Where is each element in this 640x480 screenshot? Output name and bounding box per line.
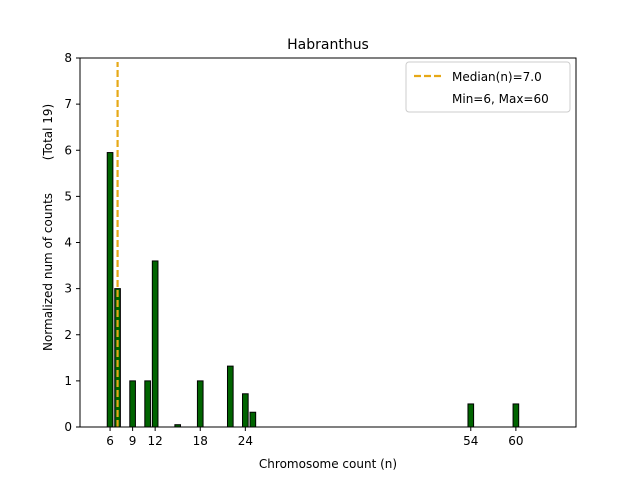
x-tick-label: 6 xyxy=(106,434,114,448)
x-tick-label: 60 xyxy=(508,434,523,448)
bar-n-11 xyxy=(144,380,151,428)
x-tick-label: 54 xyxy=(463,434,478,448)
bar-n-22 xyxy=(226,365,234,428)
y-tick-label: 8 xyxy=(64,51,72,65)
x-tick-label: 24 xyxy=(238,434,253,448)
y-tick-label: 7 xyxy=(64,97,72,111)
legend-range-label: Min=6, Max=60 xyxy=(452,92,549,106)
y-tick-label: 0 xyxy=(64,420,72,434)
x-tick-label: 18 xyxy=(193,434,208,448)
y-axis-label: Normalized num of counts xyxy=(41,193,55,351)
y-tick-label: 1 xyxy=(64,374,72,388)
y-tick-label: 4 xyxy=(64,236,72,250)
bar-n-18 xyxy=(196,380,204,428)
x-axis-ticks: 6 9 12 18 24 54 60 xyxy=(106,427,524,448)
y-tick-label: 2 xyxy=(64,328,72,342)
bar-n-60 xyxy=(512,403,520,428)
bars-group xyxy=(106,152,520,428)
legend: Median(n)=7.0 Min=6, Max=60 xyxy=(405,61,571,113)
y-tick-label: 6 xyxy=(64,143,72,157)
legend-median-label: Median(n)=7.0 xyxy=(452,70,542,84)
bar-n-6 xyxy=(106,152,114,428)
chart-title: Habranthus xyxy=(287,37,369,53)
bar-n-24 xyxy=(242,393,249,428)
y-axis-label-total: (Total 19) xyxy=(41,104,55,160)
bar-n-25 xyxy=(249,411,257,428)
y-tick-label: 5 xyxy=(64,189,72,203)
x-tick-label: 9 xyxy=(129,434,137,448)
x-tick-label: 12 xyxy=(148,434,163,448)
legend-box xyxy=(405,61,571,113)
bar-n-9 xyxy=(129,380,136,428)
bar-n-54 xyxy=(467,403,475,428)
x-axis-label: Chromosome count (n) xyxy=(259,457,397,471)
bar-n-12 xyxy=(151,260,159,428)
y-tick-label: 3 xyxy=(64,282,72,296)
y-axis-ticks: 0 1 2 3 4 5 6 7 8 xyxy=(64,51,80,434)
